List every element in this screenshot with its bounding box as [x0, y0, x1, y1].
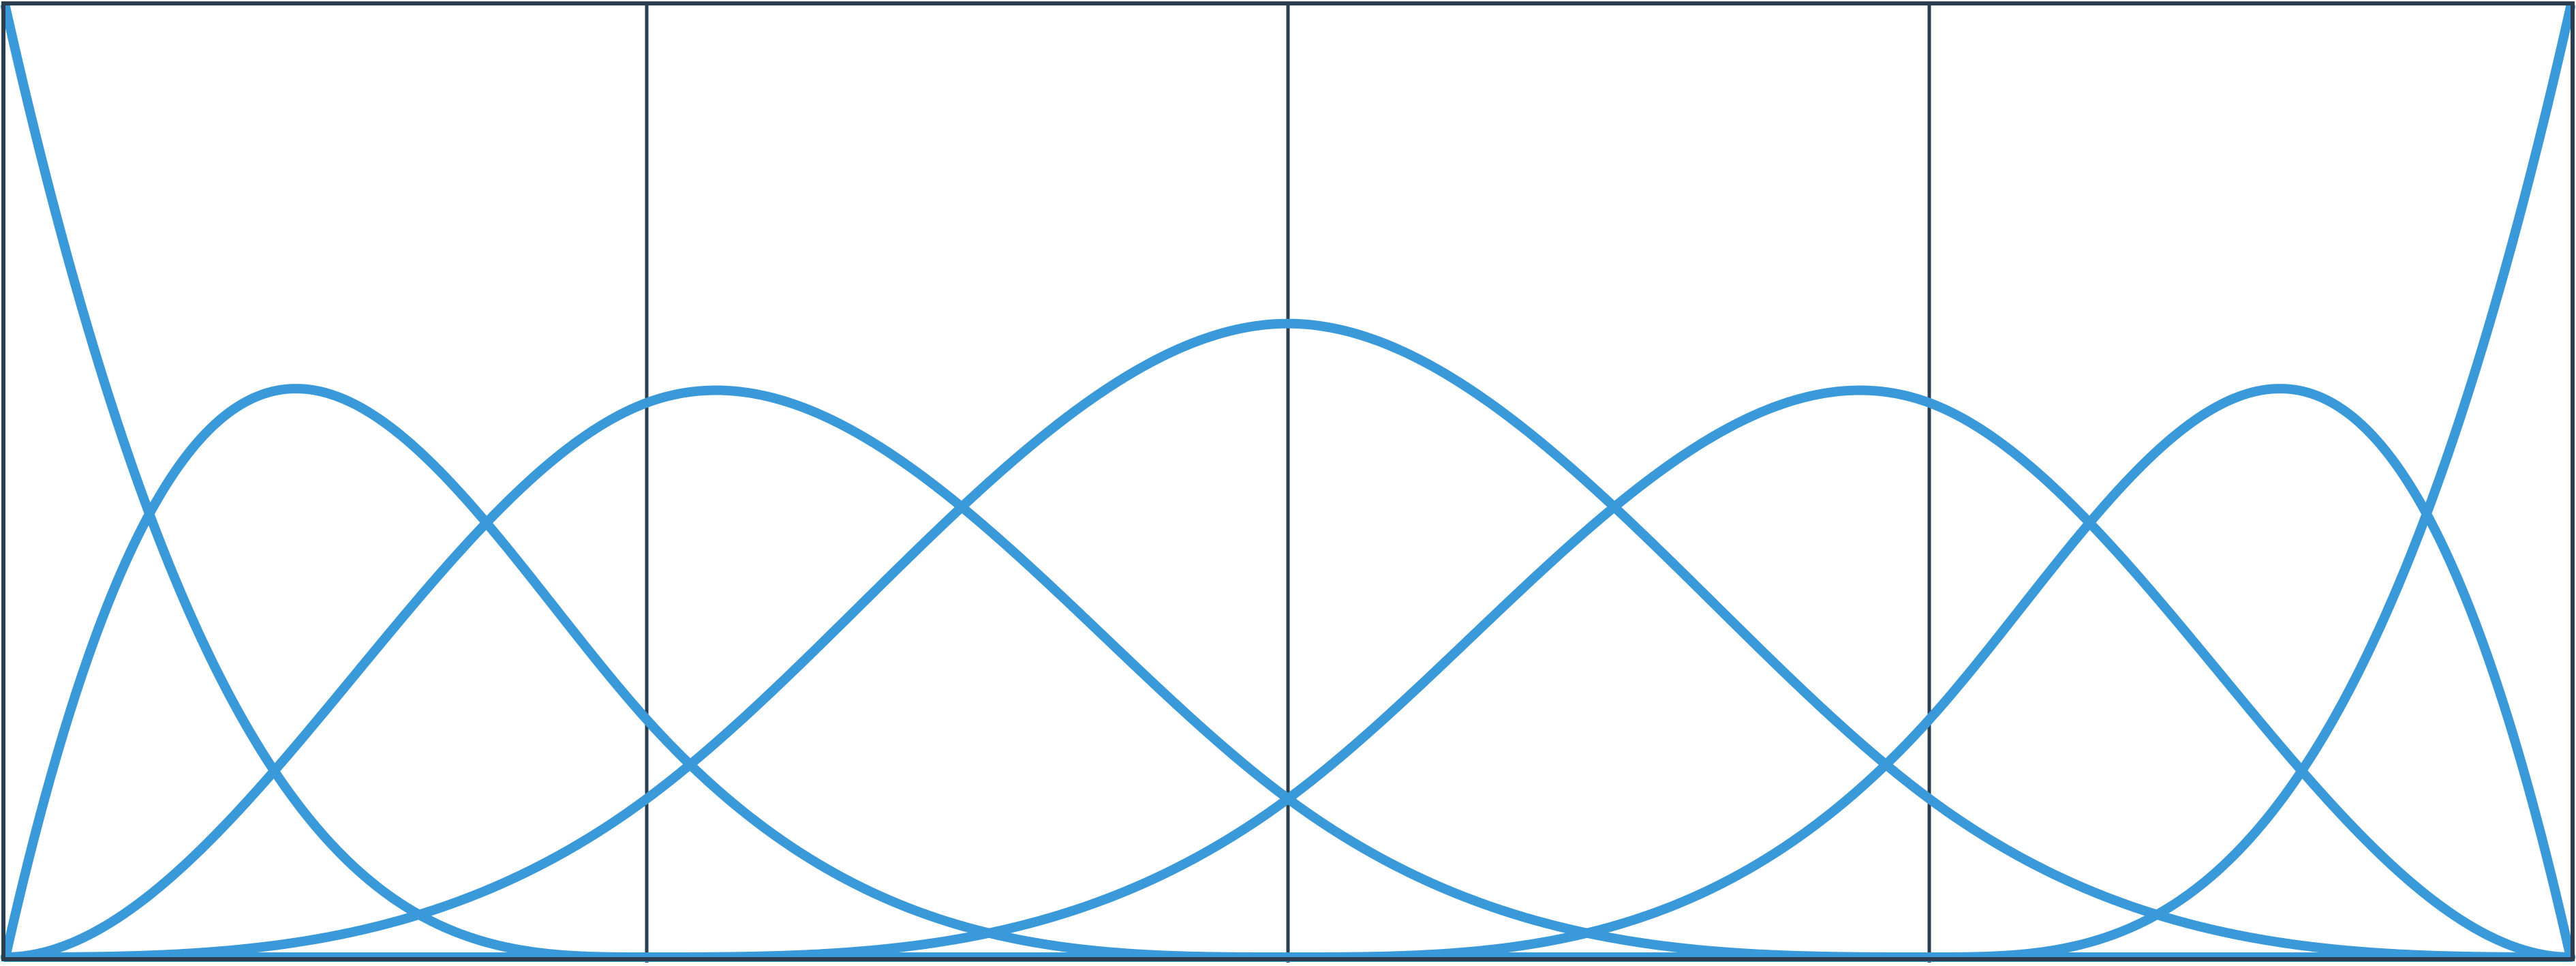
- grid-lines: [645, 3, 1931, 963]
- basis-curve-4: [1, 318, 2575, 962]
